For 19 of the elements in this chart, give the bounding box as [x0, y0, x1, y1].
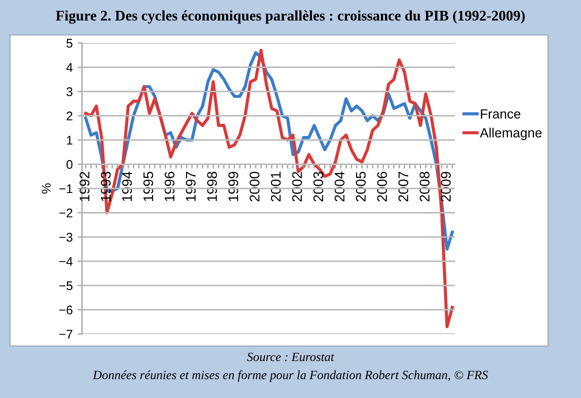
y-tick-label: −4 — [59, 257, 73, 266]
y-tick-label: −7 — [59, 330, 72, 339]
y-tick-label: 4 — [66, 63, 73, 72]
y-tick-label: −1 — [59, 184, 72, 194]
legend-label: Allemagne — [480, 128, 542, 140]
legend-label: France — [480, 109, 520, 119]
y-tick-label: −2 — [59, 208, 72, 218]
y-tick-label: −5 — [59, 281, 72, 290]
y-tick-label: −6 — [59, 306, 72, 314]
text: Données réunies et mises en forme pour la Fondation Robert Schuman, © FRS — [92, 370, 488, 382]
y-tick-label: 1 — [66, 136, 72, 145]
y-tick-label: 0 — [66, 160, 72, 169]
chart-title: Figure 2. Des cycles économiques parallèles : croissance du PIB (1992-2009) — [56, 10, 525, 24]
y-tick-label: −3 — [59, 232, 72, 242]
source-note: Source : Eurostat — [247, 352, 334, 362]
y-tick-label: 2 — [66, 112, 72, 120]
y-tick-label: 5 — [66, 38, 72, 48]
y-tick-label: 3 — [66, 87, 72, 96]
y-axis-title: % — [42, 183, 51, 194]
